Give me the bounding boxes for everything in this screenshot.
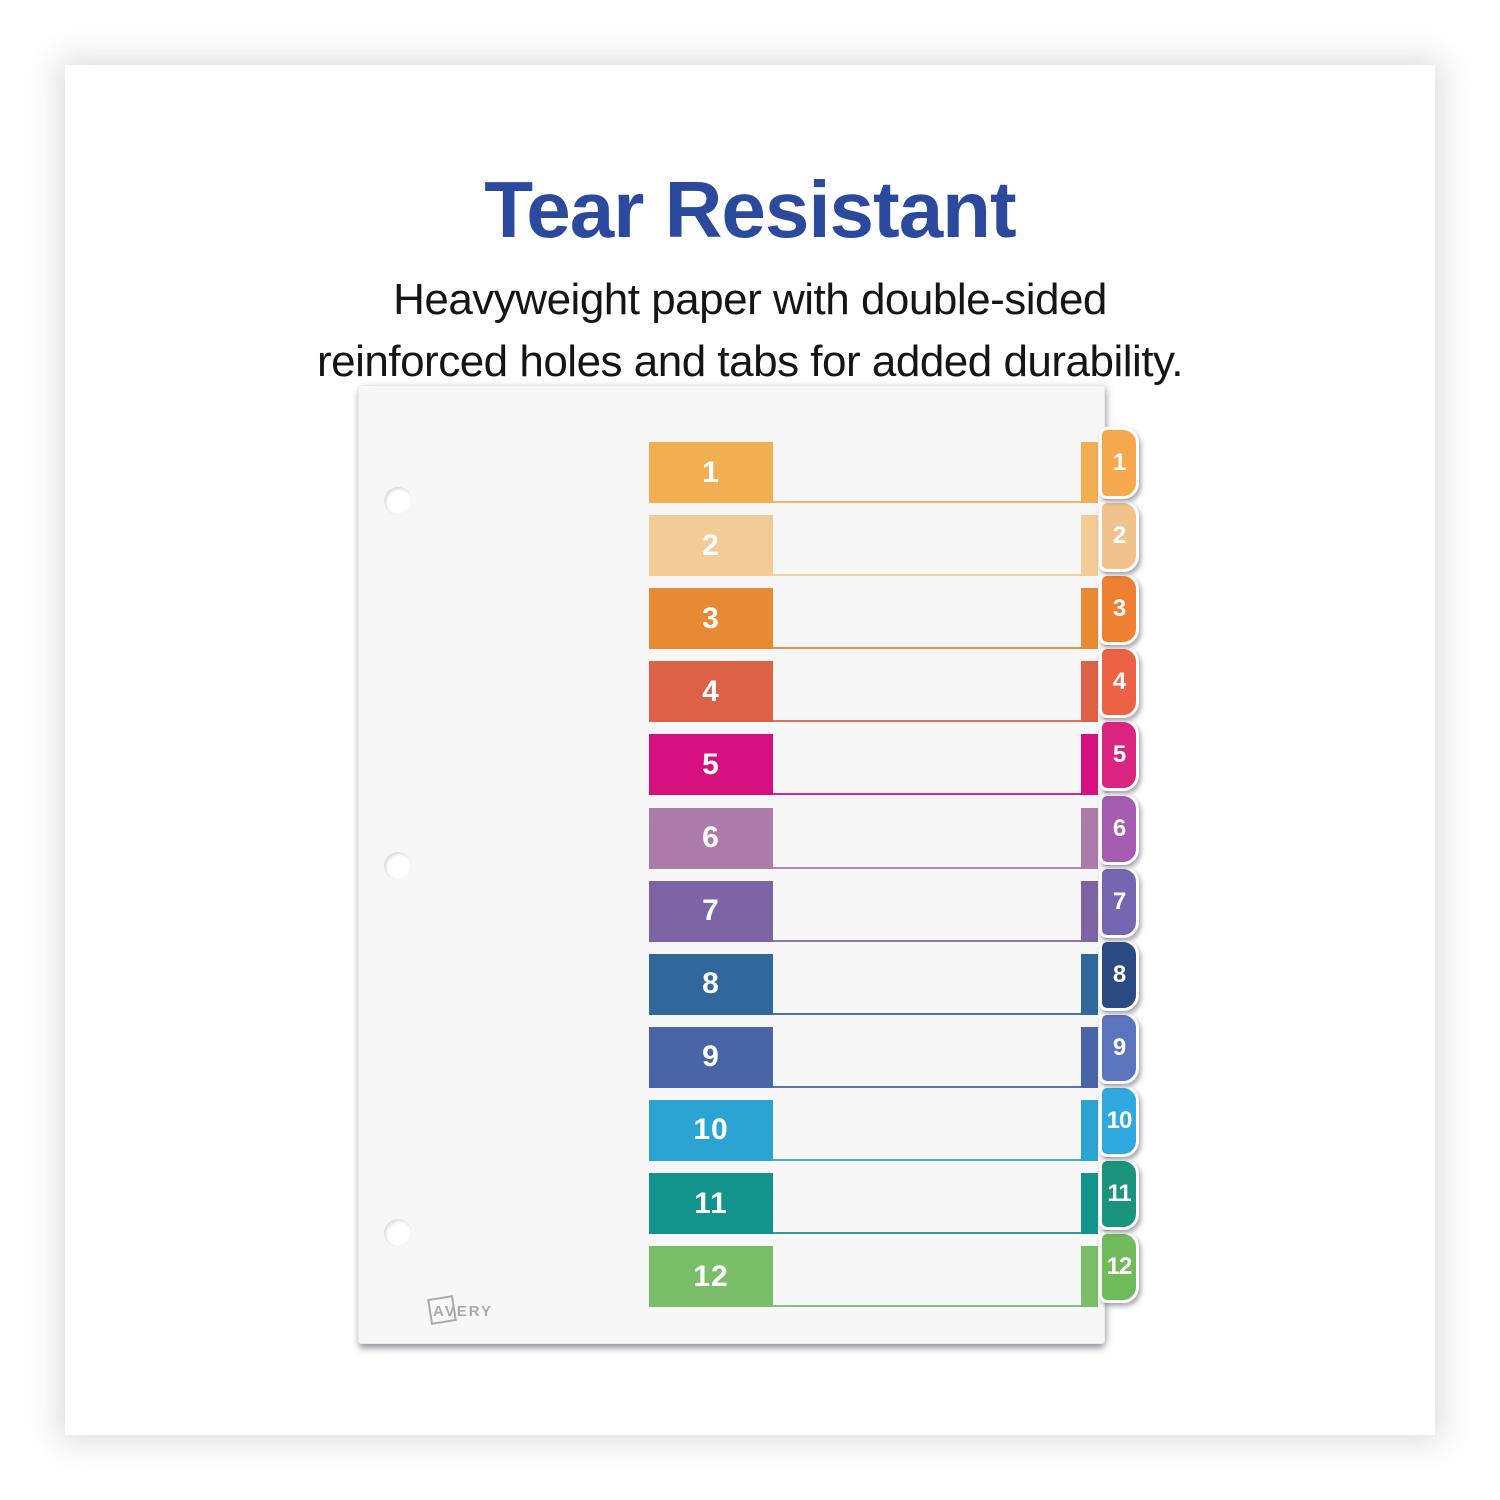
row-band: 11 xyxy=(649,1173,773,1234)
tab-number: 8 xyxy=(1112,960,1126,988)
row-band: 9 xyxy=(649,1026,773,1088)
row-band: 6 xyxy=(649,807,773,869)
avery-logo: AVERY xyxy=(427,1289,507,1335)
row-edge-strip xyxy=(1081,588,1098,650)
index-tab: 3 xyxy=(1099,573,1139,646)
row-divider-line xyxy=(771,720,1081,723)
divider-sheet: 1 2 3 4 5 6 7 8 9 10 11 12 1 2 3 4 5 6 7 8 9 10 11 12 AVERY xyxy=(358,385,1139,1344)
row-edge-strip xyxy=(1081,807,1098,869)
row-edge-strip xyxy=(1081,515,1098,577)
image-frame: Tear Resistant Heavyweight paper with do… xyxy=(65,65,1435,1435)
row-band-number: 8 xyxy=(702,967,720,1001)
row-edge-strip xyxy=(1081,953,1098,1015)
row-band: 7 xyxy=(649,880,773,942)
punch-hole xyxy=(384,487,412,515)
row-band-number: 3 xyxy=(702,601,720,635)
tab-number: 2 xyxy=(1112,522,1126,550)
tab-number: 3 xyxy=(1112,595,1126,623)
row-divider-line xyxy=(771,647,1081,650)
index-tab: 2 xyxy=(1099,500,1139,573)
row-divider-line xyxy=(771,574,1081,577)
row-band: 3 xyxy=(649,588,773,650)
index-tab: 1 xyxy=(1099,427,1139,499)
row-divider-line xyxy=(771,1012,1081,1015)
row-divider-line xyxy=(771,939,1081,942)
row-divider-line xyxy=(771,1232,1081,1234)
row-band-number: 12 xyxy=(693,1259,729,1293)
row-edge-strip xyxy=(1081,1246,1098,1308)
row-divider-line xyxy=(771,1158,1081,1161)
row-band-number: 9 xyxy=(702,1040,720,1074)
tab-number: 9 xyxy=(1112,1033,1126,1061)
subheadline: Heavyweight paper with double-sided rein… xyxy=(65,269,1435,393)
row-edge-strip xyxy=(1081,1026,1098,1088)
row-edge-strip xyxy=(1081,1099,1098,1161)
subheadline-line1: Heavyweight paper with double-sided xyxy=(393,275,1107,324)
row-band-number: 2 xyxy=(702,528,720,562)
tab-number: 12 xyxy=(1106,1253,1133,1281)
punch-hole xyxy=(384,852,412,880)
row-band-number: 6 xyxy=(702,821,720,854)
index-tab: 6 xyxy=(1099,792,1139,865)
tab-number: 10 xyxy=(1106,1106,1133,1134)
punch-hole xyxy=(384,1219,412,1247)
row-divider-line xyxy=(771,1305,1081,1308)
row-band-number: 5 xyxy=(702,747,720,781)
headline: Tear Resistant xyxy=(484,165,1016,254)
row-band: 12 xyxy=(649,1246,773,1308)
row-band-number: 1 xyxy=(702,455,720,489)
index-tab: 10 xyxy=(1099,1084,1139,1157)
row-edge-strip xyxy=(1081,1173,1098,1234)
row-divider-line xyxy=(771,793,1081,796)
row-band-number: 4 xyxy=(702,674,720,708)
row-band-number: 7 xyxy=(702,894,720,928)
tab-number: 4 xyxy=(1112,668,1126,696)
tab-number: 1 xyxy=(1112,449,1126,476)
row-band-number: 10 xyxy=(693,1113,729,1147)
row-edge-strip xyxy=(1081,442,1098,503)
index-tab: 9 xyxy=(1099,1011,1139,1084)
row-band: 5 xyxy=(649,734,773,796)
row-divider-line xyxy=(771,1085,1081,1088)
row-band: 8 xyxy=(649,953,773,1015)
index-tab: 11 xyxy=(1099,1158,1139,1230)
tab-number: 6 xyxy=(1112,814,1126,842)
row-divider-line xyxy=(771,866,1081,869)
index-tab: 4 xyxy=(1099,646,1139,719)
row-divider-line xyxy=(771,501,1081,503)
subheadline-line2: reinforced holes and tabs for added dura… xyxy=(316,337,1184,386)
row-band: 4 xyxy=(649,661,773,723)
avery-logo-text: AVERY xyxy=(433,1303,493,1320)
index-tab: 8 xyxy=(1099,938,1139,1011)
tab-number: 11 xyxy=(1107,1180,1131,1207)
index-tab: 5 xyxy=(1099,719,1139,792)
tab-number: 7 xyxy=(1112,887,1126,915)
index-tab: 12 xyxy=(1099,1231,1139,1304)
row-edge-strip xyxy=(1081,661,1098,723)
avery-logo-frame-icon xyxy=(427,1295,457,1325)
row-edge-strip xyxy=(1081,880,1098,942)
index-tab: 7 xyxy=(1099,865,1139,938)
row-band: 2 xyxy=(649,515,773,577)
row-band-number: 11 xyxy=(694,1186,728,1220)
row-edge-strip xyxy=(1081,734,1098,796)
row-band: 1 xyxy=(649,442,773,503)
tab-number: 5 xyxy=(1112,741,1126,769)
row-band: 10 xyxy=(649,1099,773,1161)
